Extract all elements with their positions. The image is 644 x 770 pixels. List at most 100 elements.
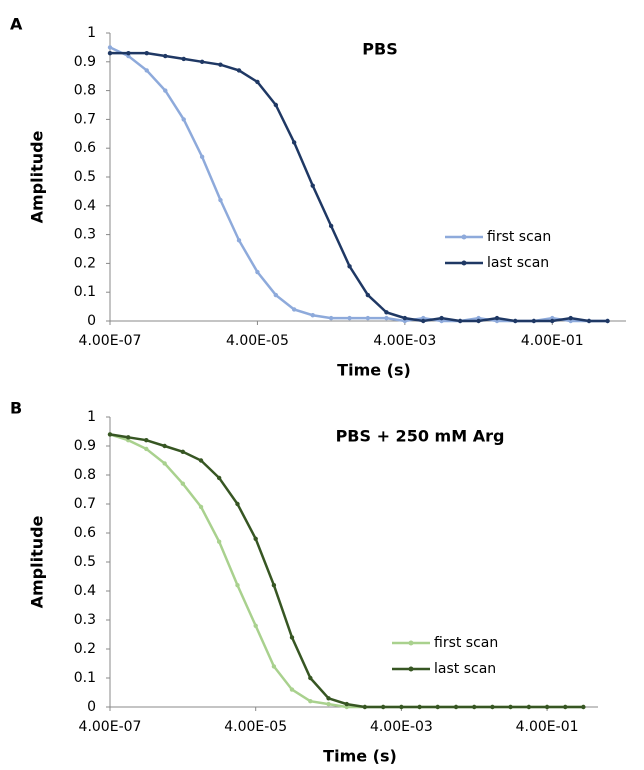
y-tick-label: 0.2 [74, 641, 96, 657]
data-point [328, 223, 334, 229]
x-tick-label: 4.00E-03 [370, 719, 433, 735]
data-point [144, 50, 149, 56]
data-point [162, 461, 167, 466]
data-point [162, 443, 167, 449]
data-point [125, 435, 131, 440]
data-point [563, 704, 568, 710]
x-tick-label: 4.00E-05 [224, 719, 287, 735]
x-axis-label: Time (s) [337, 361, 411, 380]
data-point [271, 583, 277, 588]
data-point [163, 53, 168, 59]
data-point [144, 446, 149, 452]
y-axis-label: Amplitude [28, 130, 47, 223]
data-point [402, 315, 408, 321]
data-point [417, 704, 422, 710]
data-point [476, 318, 481, 324]
data-point [236, 68, 242, 73]
chart-title: PBS + 250 mM Arg [336, 427, 505, 446]
y-tick-label: 0 [87, 313, 96, 329]
data-point [365, 315, 371, 321]
data-point [581, 704, 586, 710]
y-tick-label: 0.1 [74, 670, 96, 686]
data-point [180, 449, 186, 454]
series-line [110, 51, 608, 323]
x-tick-label: 4.00E-01 [516, 719, 579, 735]
x-tick-label: 4.00E-03 [373, 333, 436, 349]
x-tick-label: 4.00E-07 [79, 719, 142, 735]
y-tick-label: 0.3 [74, 227, 96, 243]
legend-marker [461, 234, 467, 240]
panel-label: B [10, 399, 22, 418]
y-tick-label: 0.9 [74, 54, 96, 70]
data-point [568, 315, 573, 321]
data-point [198, 458, 204, 463]
data-point [255, 269, 260, 275]
data-point [347, 264, 352, 269]
data-point [181, 56, 186, 62]
data-point [291, 140, 297, 145]
data-point [310, 183, 315, 188]
y-axis-label: Amplitude [28, 515, 47, 608]
series-line [109, 433, 584, 709]
y-tick-label: 0.9 [74, 438, 96, 454]
data-point [472, 704, 477, 710]
y-tick-label: 1 [87, 409, 96, 425]
data-point [513, 318, 518, 324]
data-point [544, 704, 550, 710]
y-tick-label: 0.4 [74, 583, 96, 599]
data-point [289, 635, 295, 640]
y-tick-label: 0.5 [74, 554, 96, 570]
data-point [126, 50, 131, 56]
y-tick-label: 0.4 [74, 198, 96, 214]
data-point [198, 504, 204, 510]
data-point [435, 704, 440, 710]
data-point [490, 704, 495, 710]
data-point [291, 307, 297, 312]
data-point [526, 704, 532, 710]
data-point [457, 318, 463, 324]
chart-title: PBS [362, 40, 397, 59]
data-point [181, 117, 186, 122]
legend-marker [408, 640, 414, 646]
x-tick-label: 4.00E-01 [521, 333, 584, 349]
y-tick-label: 0.7 [74, 496, 96, 512]
x-tick-label: 4.00E-07 [79, 333, 142, 349]
data-point [586, 318, 592, 324]
data-point [605, 318, 610, 324]
data-point [550, 318, 555, 324]
data-point [328, 315, 334, 321]
data-point [344, 701, 349, 707]
y-tick-label: 0 [87, 699, 96, 715]
data-point [271, 664, 277, 669]
legend-label: first scan [487, 229, 551, 245]
y-tick-label: 0.1 [74, 284, 96, 300]
data-point [236, 238, 242, 243]
data-point [326, 701, 331, 707]
y-tick-label: 0.7 [74, 111, 96, 127]
data-point [253, 536, 258, 541]
y-tick-label: 0.6 [74, 525, 96, 541]
y-tick-label: 0.5 [74, 169, 96, 185]
y-tick-label: 1 [87, 25, 96, 41]
data-point [362, 704, 368, 710]
data-point [384, 315, 389, 321]
data-point [289, 687, 295, 692]
legend-label: last scan [487, 255, 549, 271]
data-point [216, 475, 222, 481]
data-point [218, 62, 223, 67]
data-point [144, 438, 149, 443]
data-point [107, 50, 113, 56]
legend-marker [461, 260, 467, 266]
data-point [216, 539, 222, 544]
x-axis-label: Time (s) [323, 747, 397, 766]
data-point [308, 675, 313, 681]
data-point [107, 45, 113, 50]
series-line [109, 433, 584, 709]
data-point [453, 704, 459, 710]
data-point [199, 59, 205, 64]
data-point [255, 79, 260, 85]
data-point [326, 696, 331, 701]
data-point [144, 68, 149, 73]
data-point [494, 315, 500, 321]
data-point [531, 318, 537, 324]
